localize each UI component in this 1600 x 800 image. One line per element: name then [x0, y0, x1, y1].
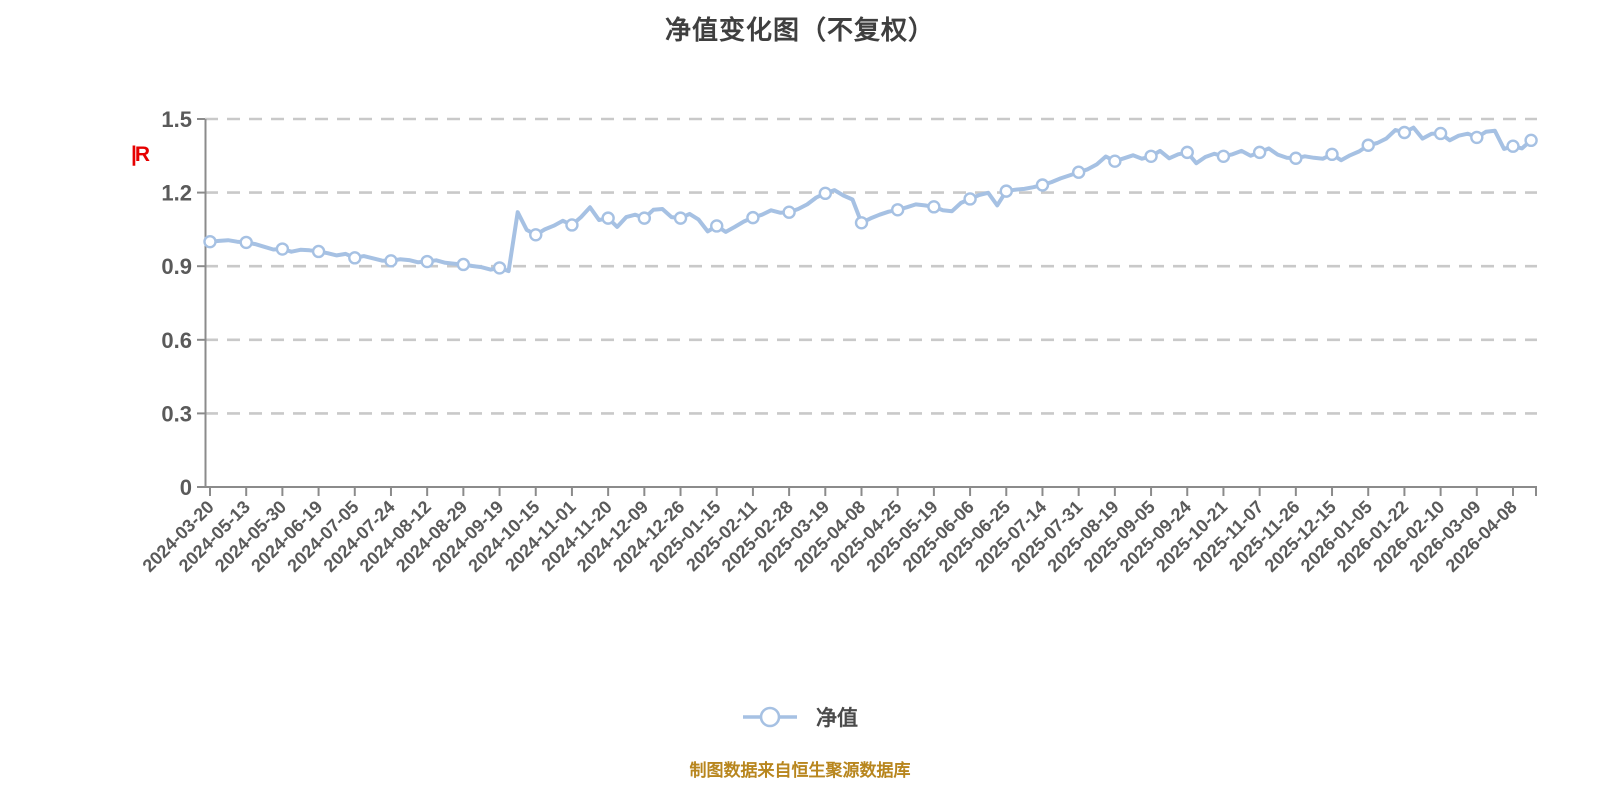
watermark-logo: |R: [131, 143, 150, 166]
data-point-marker: [782, 205, 796, 219]
y-tick-label: 0: [180, 475, 192, 500]
legend-marker: [759, 706, 781, 728]
data-point-marker: [348, 251, 362, 265]
legend-label: 净值: [816, 707, 858, 730]
data-point-marker: [565, 218, 579, 232]
data-point-marker: [1397, 125, 1412, 140]
data-point-marker: [1506, 139, 1520, 153]
page-title: 净值变化图（不复权）: [664, 15, 935, 45]
data-point-marker: [710, 219, 724, 233]
net-value-chart: 00.30.60.91.21.52024-03-202024-05-132024…: [139, 107, 1538, 576]
legend-line-marker-icon: [743, 706, 797, 728]
data-point-marker: [963, 192, 977, 206]
data-point-marker: [818, 186, 833, 201]
data-point-marker: [1071, 165, 1086, 179]
data-point-marker: [420, 254, 434, 269]
data-point-marker: [203, 234, 217, 249]
data-point-marker: [890, 203, 905, 217]
data-point-marker: [746, 210, 760, 225]
data-point-marker: [854, 216, 869, 230]
data-point-marker: [311, 244, 326, 259]
y-tick-label: 0.3: [161, 401, 192, 426]
y-tick-label: 1.5: [161, 107, 192, 132]
data-point-marker: [1433, 126, 1448, 141]
data-point-marker: [239, 235, 253, 250]
data-point-marker: [1108, 154, 1122, 168]
data-point-marker: [1216, 149, 1231, 163]
data-point-marker: [1289, 151, 1303, 165]
data-point-marker: [1325, 147, 1339, 162]
data-point-marker: [275, 242, 290, 256]
data-point-marker: [529, 228, 543, 242]
data-point-marker: [1361, 138, 1375, 152]
data-source-note: 制图数据来自恒生聚源数据库: [689, 761, 911, 780]
y-tick-label: 0.6: [161, 328, 192, 353]
data-point-marker: [1180, 145, 1194, 160]
y-tick-label: 1.2: [161, 181, 192, 206]
data-point-marker: [1524, 133, 1538, 148]
data-point-marker: [492, 261, 507, 275]
data-point-marker: [601, 211, 615, 225]
data-point-marker: [1144, 149, 1158, 163]
data-point-marker: [1252, 145, 1267, 160]
legend: 净值: [0, 702, 1600, 732]
y-tick-label: 0.9: [161, 254, 192, 279]
data-point-marker: [927, 200, 941, 214]
data-point-marker: [1035, 178, 1050, 192]
data-point-marker: [673, 211, 688, 225]
data-point-marker: [384, 254, 398, 268]
data-point-marker: [637, 211, 652, 225]
data-point-marker: [456, 257, 471, 272]
data-point-marker: [1470, 130, 1484, 145]
data-point-marker: [999, 184, 1013, 198]
